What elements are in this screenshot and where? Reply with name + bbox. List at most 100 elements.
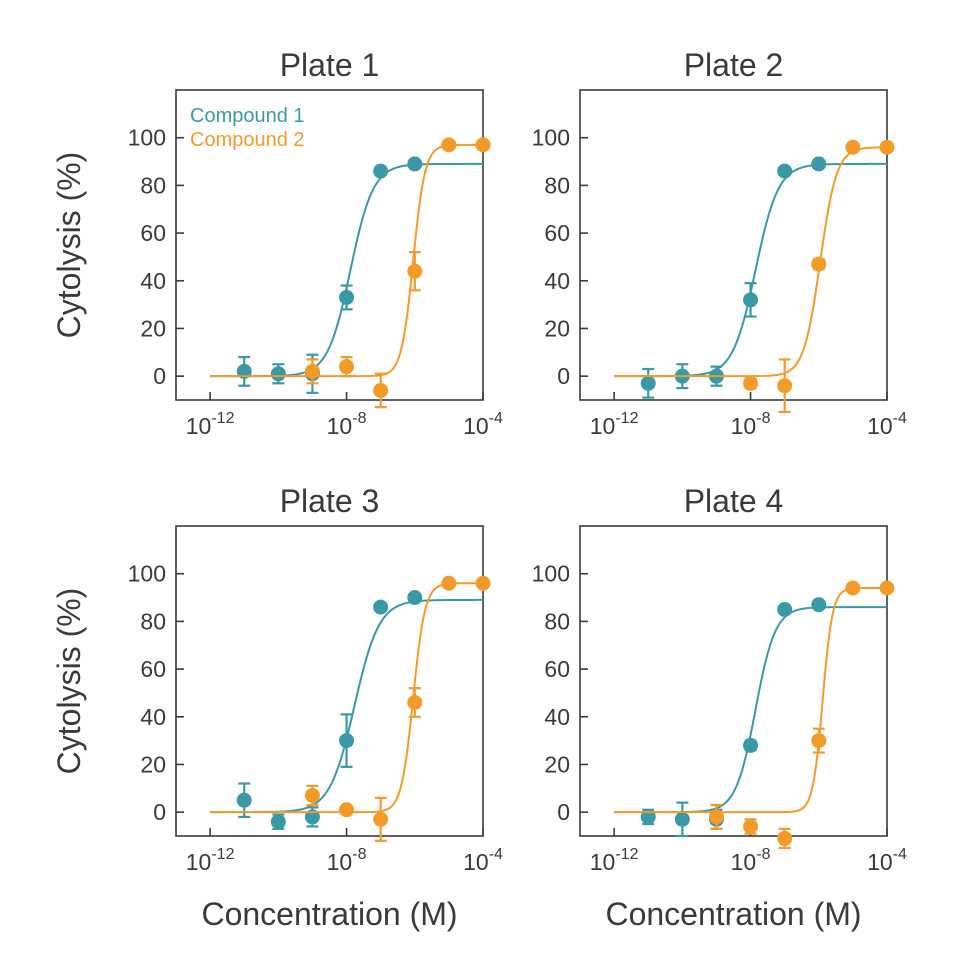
compound-2-point bbox=[373, 811, 389, 827]
compound-2-fit-line bbox=[614, 146, 888, 378]
x-tick-label: 10-12 bbox=[186, 410, 235, 439]
y-tick-label: 20 bbox=[140, 315, 166, 341]
y-tick-label: 80 bbox=[140, 608, 166, 634]
x-tick-label: 10-12 bbox=[186, 846, 235, 875]
axes-frame bbox=[175, 525, 484, 837]
compound-1-point bbox=[743, 292, 759, 308]
y-tick-label: 60 bbox=[544, 220, 570, 246]
compound-1-point bbox=[373, 599, 389, 615]
compound-2-point bbox=[407, 694, 423, 710]
panel-title: Plate 2 bbox=[684, 47, 784, 83]
y-tick-label: 60 bbox=[140, 220, 166, 246]
compound-1-point bbox=[236, 792, 252, 808]
x-tick-label: 10-12 bbox=[590, 846, 639, 875]
y-tick-label: 100 bbox=[532, 125, 570, 151]
compound-1-point bbox=[339, 289, 355, 305]
x-tick-label: 10-8 bbox=[327, 410, 367, 439]
y-tick-label: 60 bbox=[544, 656, 570, 682]
compound-2-point bbox=[475, 137, 491, 153]
compound-1-fit-line bbox=[210, 598, 483, 814]
compound-2-point bbox=[879, 139, 895, 155]
compound-2-point bbox=[304, 363, 320, 379]
compound-1-point bbox=[777, 163, 793, 179]
compound-2-fit-line bbox=[614, 587, 887, 814]
panel-plate-3: Plate 3 0 20 40 60 80 100 10-12 10-8 10-4 Cytolysi… bbox=[51, 483, 503, 932]
y-tick-label: 0 bbox=[153, 363, 166, 389]
x-axis-label: Concentration (M) bbox=[605, 896, 861, 932]
compound-2-point bbox=[811, 256, 827, 272]
axes-frame bbox=[175, 89, 484, 401]
y-tick-label: 40 bbox=[140, 268, 166, 294]
compound-2-point bbox=[879, 580, 895, 596]
compound-1-fit-line bbox=[614, 606, 887, 814]
compound-2-fit-line bbox=[210, 143, 483, 378]
y-tick-label: 40 bbox=[544, 704, 570, 730]
compound-2-point bbox=[777, 378, 793, 394]
panel-plate-1: Plate 1 0 20 40 60 80 100 10-12 10-8 10-4 Compound… bbox=[51, 47, 503, 439]
x-tick-label: 10-4 bbox=[867, 410, 907, 439]
legend-entry: Compound 2 bbox=[190, 129, 305, 151]
panel-title: Plate 3 bbox=[280, 483, 380, 519]
axes-frame bbox=[579, 89, 888, 401]
compound-1-fit-line bbox=[614, 162, 887, 378]
y-tick-label: 100 bbox=[532, 561, 570, 587]
x-axis-label: Concentration (M) bbox=[201, 896, 457, 932]
panel-title: Plate 4 bbox=[684, 483, 784, 519]
y-tick-label: 100 bbox=[128, 561, 166, 587]
compound-1-point bbox=[777, 601, 793, 617]
y-tick-label: 80 bbox=[544, 172, 570, 198]
x-tick-label: 10-4 bbox=[867, 846, 907, 875]
compound-2-point bbox=[743, 818, 759, 834]
x-tick-label: 10-8 bbox=[731, 410, 771, 439]
compound-1-fit-line bbox=[210, 162, 484, 378]
x-tick-label: 10-4 bbox=[463, 846, 503, 875]
x-tick-label: 10-8 bbox=[731, 846, 771, 875]
y-tick-label: 0 bbox=[153, 799, 166, 825]
compound-1-point bbox=[407, 156, 423, 172]
legend-entry: Compound 1 bbox=[190, 105, 305, 127]
compound-1-point bbox=[270, 366, 286, 382]
compound-2-point bbox=[373, 382, 389, 398]
compound-2-point bbox=[708, 809, 724, 825]
compound-2-point bbox=[845, 139, 861, 155]
compound-1-point bbox=[811, 597, 827, 613]
compound-2-point bbox=[304, 787, 320, 803]
compound-2-point bbox=[441, 575, 457, 591]
compound-1-point bbox=[640, 809, 656, 825]
axes-frame bbox=[579, 525, 888, 837]
panel-plate-4: Plate 4 0 20 40 60 80 100 10-12 10-8 10-4Concentr… bbox=[532, 483, 907, 932]
compound-1-point bbox=[373, 163, 389, 179]
y-tick-label: 20 bbox=[544, 315, 570, 341]
compound-2-point bbox=[407, 263, 423, 279]
x-tick-label: 10-4 bbox=[463, 410, 503, 439]
y-tick-label: 60 bbox=[140, 656, 166, 682]
compound-2-point bbox=[339, 359, 355, 375]
y-tick-label: 20 bbox=[544, 751, 570, 777]
compound-1-point bbox=[743, 737, 759, 753]
compound-1-point bbox=[236, 363, 252, 379]
compound-2-point bbox=[339, 802, 355, 818]
panel-title: Plate 1 bbox=[280, 47, 380, 83]
x-tick-label: 10-8 bbox=[327, 846, 367, 875]
y-tick-label: 80 bbox=[544, 608, 570, 634]
y-tick-label: 100 bbox=[128, 125, 166, 151]
y-tick-label: 40 bbox=[140, 704, 166, 730]
compound-1-point bbox=[640, 375, 656, 391]
compound-1-point bbox=[339, 733, 355, 749]
compound-2-fit-line bbox=[210, 582, 483, 814]
compound-2-point bbox=[441, 137, 457, 153]
compound-2-point bbox=[845, 580, 861, 596]
compound-1-point bbox=[270, 814, 286, 830]
compound-1-point bbox=[811, 156, 827, 172]
panel-plate-2: Plate 2 0 20 40 60 80 100 10-12 10-8 10-4 bbox=[532, 47, 907, 439]
y-tick-label: 0 bbox=[557, 799, 570, 825]
y-axis-label: Cytolysis (%) bbox=[51, 588, 87, 775]
x-tick-label: 10-12 bbox=[590, 410, 639, 439]
y-axis-label: Cytolysis (%) bbox=[51, 152, 87, 339]
compound-2-point bbox=[777, 830, 793, 846]
compound-2-point bbox=[743, 375, 759, 391]
y-tick-label: 20 bbox=[140, 751, 166, 777]
compound-1-point bbox=[674, 811, 690, 827]
compound-1-point bbox=[407, 590, 423, 606]
